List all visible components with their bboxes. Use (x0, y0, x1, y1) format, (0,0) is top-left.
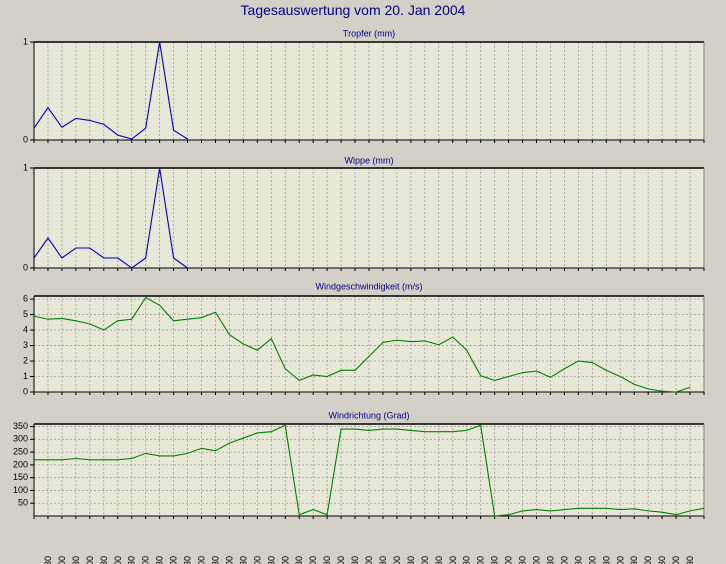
series-line (34, 424, 705, 517)
page-title: Tagesauswertung vom 20. Jan 2004 (241, 2, 466, 18)
x-tick-label: 03:00 (113, 556, 123, 564)
x-tick-label: 01:00 (57, 556, 67, 564)
x-tick-label: 10:00 (308, 556, 318, 564)
x-tick-label: 17:00 (504, 556, 514, 564)
x-tick-label: 15:00 (448, 556, 458, 564)
y-tick-label: 300 (13, 434, 28, 444)
x-tick-label: 05:30 (183, 556, 193, 564)
x-tick-label: 16:00 (476, 556, 486, 564)
x-tick-label: 01:30 (71, 556, 81, 564)
x-tick-label: 18:30 (545, 556, 555, 564)
x-tick-label: 13:00 (392, 556, 402, 564)
y-tick-label: 1 (23, 371, 28, 381)
x-tick-label: 06:30 (210, 556, 220, 564)
x-tick-label: 20:30 (601, 556, 611, 564)
chart-panel-2: Wippe (mm) 0 1 (0, 154, 726, 283)
y-tick-label: 6 (23, 293, 28, 303)
chart-title: Windrichtung (Grad) (328, 410, 409, 420)
x-tick-label: 09:30 (294, 556, 304, 564)
y-tick-label: 50 (18, 498, 28, 508)
chart-panel-4: Windrichtung (Grad) 50 100 150 200 250 300 350 (0, 410, 726, 519)
x-tick-label: 02:30 (99, 556, 109, 564)
x-tick-label: 20:00 (587, 556, 597, 564)
x-tick-label: 12:30 (378, 556, 388, 564)
x-tick-label: 04:00 (141, 556, 151, 564)
chart-panel-1: Tropfer (mm) 0 1 (0, 22, 726, 153)
x-tick-label: 11:30 (350, 556, 360, 564)
y-tick-label: 350 (13, 421, 28, 431)
y-tick-label: 4 (23, 324, 28, 334)
y-tick-label: 150 (13, 472, 28, 482)
x-tick-label: 21:00 (615, 556, 625, 564)
x-tick-label: 05:00 (169, 556, 179, 564)
x-tick-label: 23:00 (671, 556, 681, 564)
x-tick-label: 16:30 (490, 556, 500, 564)
y-tick-label: 1 (23, 36, 28, 46)
x-tick-label: 00:30 (43, 556, 53, 564)
x-tick-label: 06:00 (197, 556, 207, 564)
x-tick-label: 18:00 (532, 556, 542, 564)
y-tick-label: 0 (23, 386, 28, 396)
y-tick-label: 250 (13, 446, 28, 456)
y-tick-label: 0 (23, 262, 28, 272)
x-tick-label: 19:00 (559, 556, 569, 564)
y-tick-label: 2 (23, 355, 28, 365)
x-tick-label: 02:00 (85, 556, 95, 564)
x-tick-label: 22:00 (643, 556, 653, 564)
x-tick-label: 11:00 (336, 556, 346, 564)
x-tick-label: 23:30 (685, 556, 695, 564)
x-tick-label: 12:00 (364, 556, 374, 564)
x-axis-time-labels: 00:30 01:00 01:30 02:00 02:30 03:00 03:30 04:00… (43, 556, 695, 564)
y-tick-label: 0 (23, 134, 28, 144)
x-tick-label: 04:30 (155, 556, 165, 564)
chart-title: Wippe (mm) (345, 155, 394, 165)
y-tick-label: 1 (23, 162, 28, 172)
x-tick-label: 10:30 (322, 556, 332, 564)
x-tick-label: 07:30 (238, 556, 248, 564)
x-tick-label: 15:30 (462, 556, 472, 564)
y-tick-label: 3 (23, 340, 28, 350)
series-line (33, 167, 188, 269)
x-tick-label: 13:30 (406, 556, 416, 564)
series-line (33, 41, 188, 140)
x-tick-label: 14:30 (434, 556, 444, 564)
y-tick-label: 5 (23, 309, 28, 319)
x-tick-label: 08:00 (252, 556, 262, 564)
chart-title: Tropfer (mm) (343, 28, 395, 38)
x-tick-label: 03:30 (127, 556, 137, 564)
x-tick-label: 09:00 (280, 556, 290, 564)
y-tick-label: 200 (13, 459, 28, 469)
series-line (33, 296, 691, 393)
x-tick-label: 19:30 (573, 556, 583, 564)
x-tick-label: 14:00 (420, 556, 430, 564)
x-tick-label: 17:30 (518, 556, 528, 564)
y-tick-label: 100 (13, 485, 28, 495)
chart-title: Windgeschwindigkeit (m/s) (315, 281, 422, 291)
x-tick-label: 08:30 (266, 556, 276, 564)
x-tick-label: 22:30 (657, 556, 667, 564)
x-tick-label: 07:00 (224, 556, 234, 564)
x-tick-label: 21:30 (629, 556, 639, 564)
chart-panel-3: Windgeschwindigkeit (m/s) 0 1 2 3 4 5 6 (0, 281, 726, 412)
